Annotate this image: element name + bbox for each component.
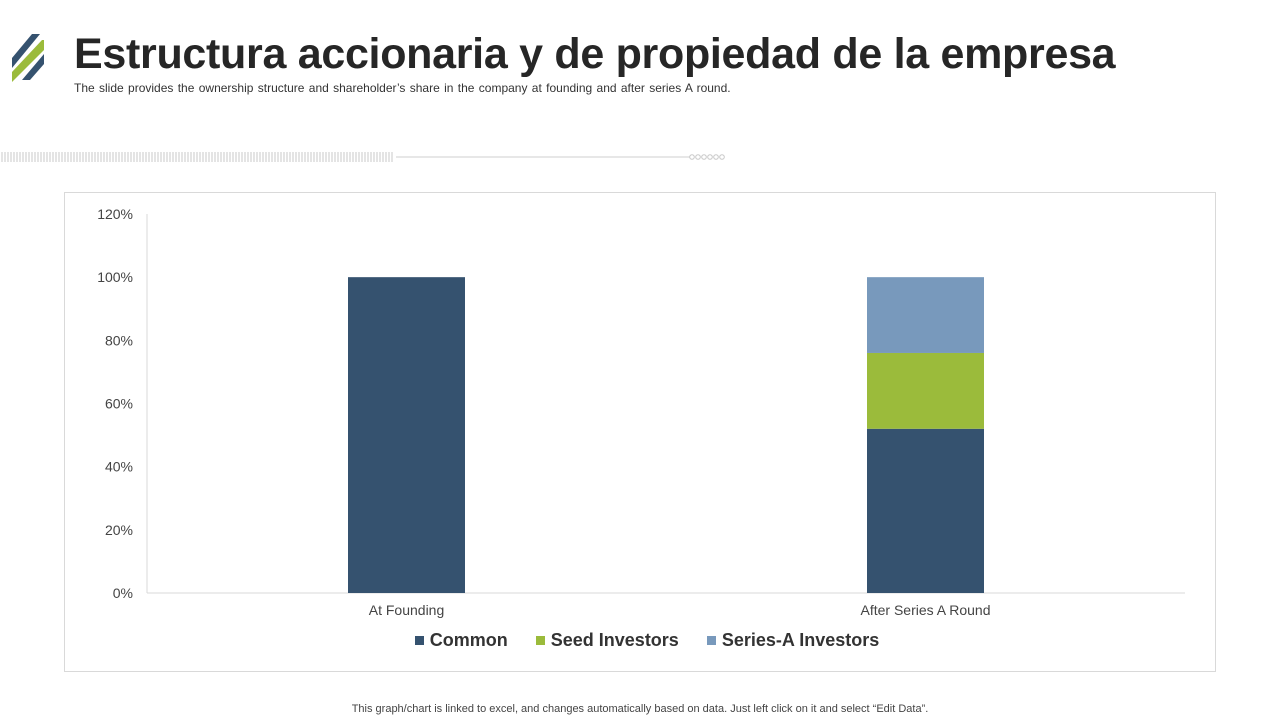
y-tick-label: 0%	[113, 585, 133, 601]
chart-legend: Common Seed Investors Series-A Investors	[0, 630, 1280, 651]
page-title: Estructura accionaria y de propiedad de …	[74, 30, 1116, 78]
page-subtitle: The slide provides the ownership structu…	[74, 81, 731, 95]
bar-segment-common-2	[867, 428, 984, 593]
bar-segment-common-1	[348, 277, 465, 593]
y-tick-label: 120%	[97, 206, 133, 222]
y-tick-label: 20%	[105, 522, 133, 538]
legend-swatch-seed	[535, 636, 545, 645]
company-logo-icon	[12, 34, 44, 82]
chart-frame	[64, 192, 1216, 672]
y-tick-label: 40%	[105, 459, 133, 475]
y-tick-label: 80%	[105, 332, 133, 348]
legend-swatch-common	[414, 636, 424, 645]
x-tick-label: At Founding	[369, 602, 445, 618]
legend-item-common: Common	[414, 630, 508, 651]
logo-stripe-dark	[12, 34, 40, 68]
legend-item-seed: Seed Investors	[535, 630, 679, 651]
legend-label-seed: Seed Investors	[550, 630, 679, 650]
bar-segment-series-a-investors-2	[867, 277, 984, 353]
y-tick-label: 100%	[97, 269, 133, 285]
logo-stripe-green	[12, 40, 44, 82]
x-tick-label: After Series A Round	[861, 602, 991, 618]
legend-swatch-series-a	[706, 636, 716, 645]
bar-segment-seed-investors-2	[867, 352, 984, 429]
legend-label-common: Common	[429, 630, 508, 650]
y-tick-label: 60%	[105, 396, 133, 412]
footnote: This graph/chart is linked to excel, and…	[351, 703, 929, 715]
legend-label-series-a: Series-A Investors	[721, 630, 880, 650]
legend-item-series-a: Series-A Investors	[706, 630, 880, 651]
decorative-divider	[1, 152, 725, 162]
logo-stripe-dark-2	[22, 54, 44, 80]
